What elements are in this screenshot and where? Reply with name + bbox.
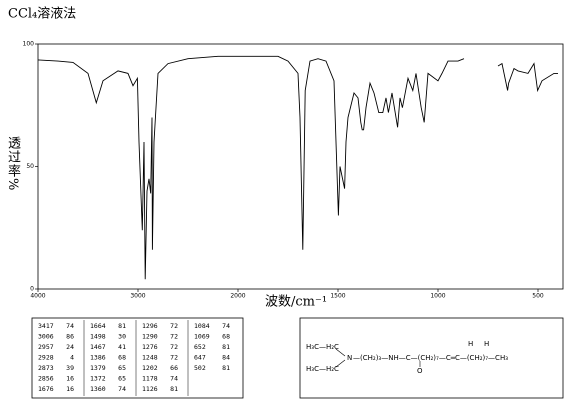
y-axis-label: 透过率% <box>5 136 20 192</box>
structure-text: H <box>484 340 489 348</box>
peak-wavenumber: 1276 <box>142 343 158 351</box>
peak-transmittance: 74 <box>222 322 230 330</box>
structure-text: H <box>468 340 473 348</box>
peak-transmittance: 66 <box>170 364 178 372</box>
peak-transmittance: 81 <box>222 343 230 351</box>
peak-wavenumber: 1069 <box>194 333 210 341</box>
peak-wavenumber: 2873 <box>38 364 54 372</box>
peak-transmittance: 30 <box>118 333 126 341</box>
peak-wavenumber: 1126 <box>142 385 158 393</box>
peak-transmittance: 39 <box>66 364 74 372</box>
peak-transmittance: 24 <box>66 343 74 351</box>
peak-transmittance: 72 <box>170 322 178 330</box>
peak-transmittance: 16 <box>66 385 74 393</box>
y-tick-label: 50 <box>26 163 34 170</box>
peak-wavenumber: 1386 <box>90 354 106 362</box>
peak-wavenumber: 3006 <box>38 333 54 341</box>
peak-wavenumber: 1664 <box>90 322 106 330</box>
x-tick-label: 500 <box>532 293 544 300</box>
structure-text: N <box>347 354 352 362</box>
bond <box>335 359 346 368</box>
peak-transmittance: 16 <box>66 375 74 383</box>
peak-transmittance: 72 <box>170 354 178 362</box>
x-axis-label: 波数/cm⁻¹ <box>265 295 327 310</box>
peak-wavenumber: 2928 <box>38 354 54 362</box>
x-tick-label: 4000 <box>30 293 45 300</box>
peak-transmittance: 86 <box>66 333 74 341</box>
peak-transmittance: 81 <box>170 385 178 393</box>
peak-wavenumber: 1360 <box>90 385 106 393</box>
peak-transmittance: 81 <box>222 364 230 372</box>
peak-wavenumber: 2856 <box>38 375 54 383</box>
peak-transmittance: 74 <box>66 322 74 330</box>
structure: H₃C—H₂C H₃C—H₂C N —(CH₂)₃—NH—C—(CH₂)₇—C═… <box>306 340 508 375</box>
y-tick-label: 0 <box>30 286 34 293</box>
structure-text: O <box>417 367 423 375</box>
peak-transmittance: 72 <box>170 343 178 351</box>
peak-wavenumber: 1379 <box>90 364 106 372</box>
peak-wavenumber: 502 <box>194 364 206 372</box>
peak-transmittance: 74 <box>170 375 178 383</box>
peak-wavenumber: 1498 <box>90 333 106 341</box>
structure-text: —(CH₂)₃—NH—C—(CH₂)₇—C═C—(CH₂)₇—CH₃ <box>353 354 508 362</box>
peak-transmittance: 84 <box>222 354 230 362</box>
x-tick-label: 1500 <box>330 293 345 300</box>
peak-transmittance: 4 <box>70 354 74 362</box>
peak-wavenumber: 1202 <box>142 364 158 372</box>
y-tick-label: 100 <box>23 41 35 48</box>
peak-wavenumber: 1676 <box>38 385 54 393</box>
structure-text: H₃C—H₂C <box>306 365 339 373</box>
peak-transmittance: 72 <box>170 333 178 341</box>
x-tick-label: 1000 <box>430 293 445 300</box>
peak-wavenumber: 1290 <box>142 333 158 341</box>
peak-wavenumber: 647 <box>194 354 206 362</box>
peak-transmittance: 65 <box>118 364 126 372</box>
peak-transmittance: 65 <box>118 375 126 383</box>
peak-wavenumber: 1178 <box>142 375 158 383</box>
chart-title: CCl₄溶液法 <box>8 7 76 22</box>
spectrum-line <box>37 55 558 280</box>
peak-wavenumber: 1296 <box>142 322 158 330</box>
peak-wavenumber: 1372 <box>90 375 106 383</box>
peak-wavenumber: 652 <box>194 343 206 351</box>
peak-table-frame <box>31 317 244 399</box>
peak-wavenumber: 1467 <box>90 343 106 351</box>
x-tick-label: 3000 <box>130 293 145 300</box>
peak-wavenumber: 2957 <box>38 343 54 351</box>
peak-transmittance: 81 <box>118 322 126 330</box>
peak-wavenumber: 3417 <box>38 322 54 330</box>
x-tick-label: 2000 <box>230 293 245 300</box>
peak-transmittance: 68 <box>222 333 230 341</box>
peak-transmittance: 41 <box>118 343 126 351</box>
plot-frame <box>37 43 564 290</box>
bond <box>335 348 346 357</box>
structure-text: H₃C—H₂C <box>306 343 339 351</box>
peak-wavenumber: 1084 <box>194 322 210 330</box>
structure-frame <box>299 317 564 399</box>
peak-transmittance: 74 <box>118 385 126 393</box>
peak-wavenumber: 1248 <box>142 354 158 362</box>
peak-transmittance: 68 <box>118 354 126 362</box>
